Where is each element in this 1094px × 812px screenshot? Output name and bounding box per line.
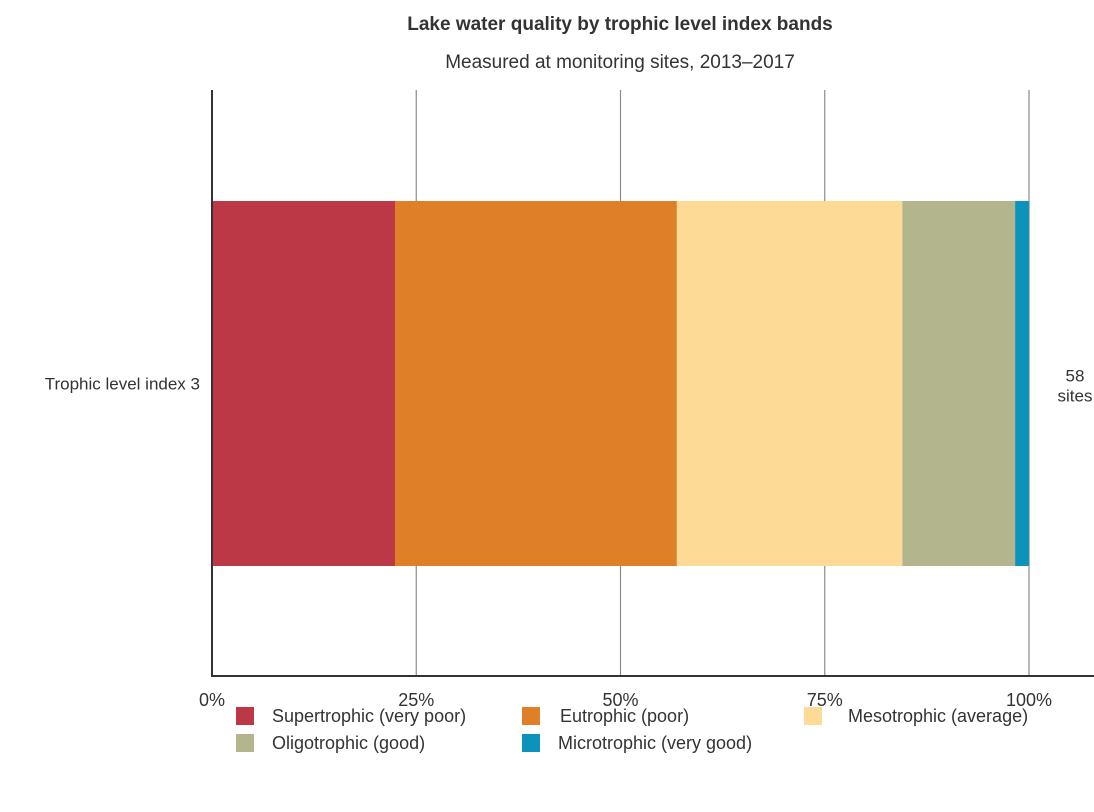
axes [211,90,1094,677]
legend-label: Mesotrophic (average) [848,705,1029,726]
site-count-label: 58 [1066,367,1085,386]
legend-swatch [236,734,254,752]
legend: Supertrophic (very poor) Eutrophic (poor)… [236,704,1086,804]
x-tick-label: 0% [199,690,225,710]
legend-label: Eutrophic (poor) [560,705,690,726]
chart-subtitle: Measured at monitoring sites, 2013–2017 [445,52,795,73]
legend-item: Supertrophic (very poor) [236,704,466,728]
x-tick-label: 50% [602,690,638,710]
legend-swatch [522,734,540,752]
x-tick-labels: 0% 25% 50% 75% 100% [199,690,1052,710]
bar-segment [395,201,677,566]
legend-label: Supertrophic (very poor) [272,705,467,726]
legend-item: Microtrophic (very good) [522,731,752,755]
x-tick-label: 75% [807,690,843,710]
legend-label: Microtrophic (very good) [558,732,753,753]
legend-label: Oligotrophic (good) [272,732,426,753]
bar-segment [676,201,903,566]
category-label: Trophic level index 3 [45,375,200,394]
chart-title: Lake water quality by trophic level inde… [407,14,833,35]
site-count-label: sites [1058,387,1093,406]
bar-segment [1015,201,1029,566]
legend-swatch [236,707,254,725]
legend-item: Oligotrophic (good) [236,731,425,755]
bar-segment [902,201,1016,566]
legend-swatch [522,707,540,725]
legend-swatch [804,707,822,725]
bar-segments [212,201,1029,566]
x-tick-label: 100% [1006,690,1052,710]
x-tick-label: 25% [398,690,434,710]
bar-segment [212,201,396,566]
legend-item: Eutrophic (poor) [522,704,689,728]
legend-item: Mesotrophic (average) [804,704,1028,728]
